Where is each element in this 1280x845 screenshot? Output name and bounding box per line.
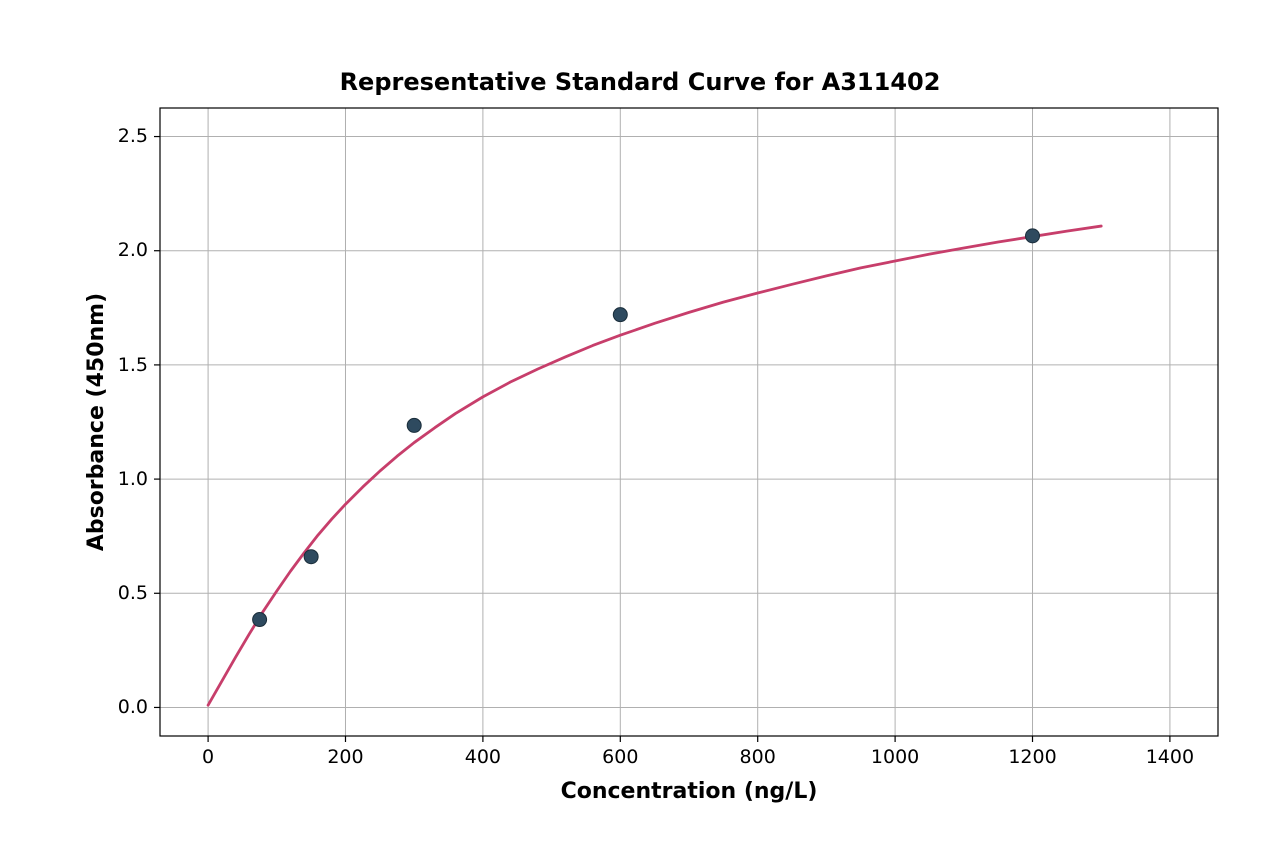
y-tick-label: 2.0 — [118, 239, 148, 261]
y-axis-label: Absorbance (450nm) — [84, 222, 109, 622]
x-tick-label: 1200 — [1003, 746, 1063, 768]
chart-svg — [0, 0, 1280, 845]
x-tick-label: 800 — [728, 746, 788, 768]
y-tick-label: 2.5 — [118, 125, 148, 147]
y-tick-label: 1.0 — [118, 468, 148, 490]
x-tick-label: 0 — [178, 746, 238, 768]
data-point — [407, 418, 421, 432]
x-tick-label: 600 — [590, 746, 650, 768]
data-point — [613, 308, 627, 322]
x-tick-label: 400 — [453, 746, 513, 768]
y-tick-label: 1.5 — [118, 354, 148, 376]
data-point — [1026, 229, 1040, 243]
y-tick-label: 0.0 — [118, 696, 148, 718]
chart-figure: Representative Standard Curve for A31140… — [0, 0, 1280, 845]
x-tick-label: 200 — [315, 746, 375, 768]
x-axis-label: Concentration (ng/L) — [489, 779, 889, 804]
data-point — [253, 613, 267, 627]
data-point — [304, 550, 318, 564]
x-tick-label: 1000 — [865, 746, 925, 768]
x-tick-label: 1400 — [1140, 746, 1200, 768]
y-tick-label: 0.5 — [118, 582, 148, 604]
